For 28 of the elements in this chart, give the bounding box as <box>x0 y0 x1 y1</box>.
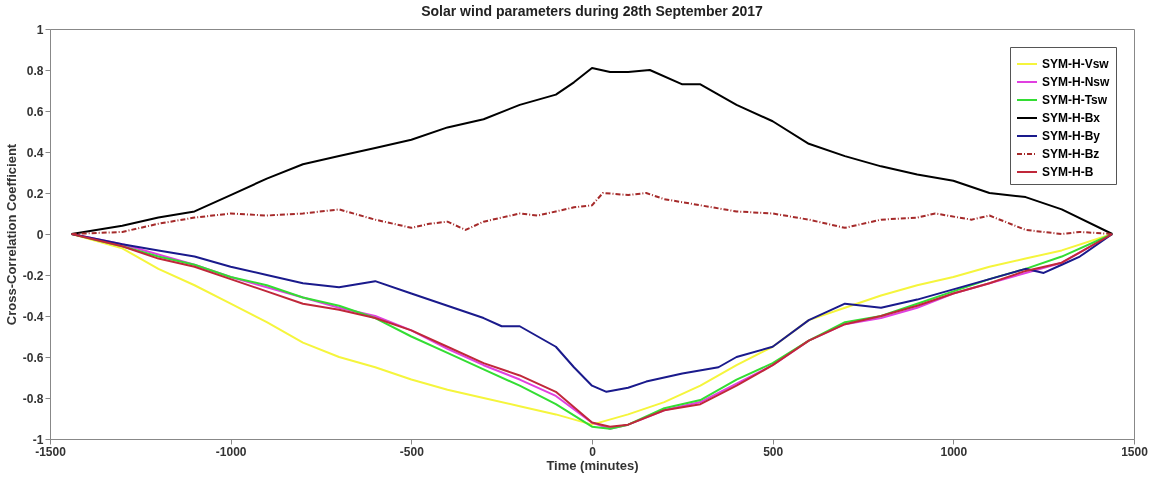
y-tick-label: -1 <box>32 432 44 447</box>
x-axis-title: Time (minutes) <box>546 457 639 473</box>
x-tick-label: 1000 <box>940 444 968 459</box>
x-tick-label: -1000 <box>215 444 247 459</box>
y-tick-label: 0.4 <box>26 145 44 160</box>
y-tick-label: 0.2 <box>26 186 44 201</box>
y-tick-label: 0 <box>36 227 44 242</box>
y-tick-label: 0.8 <box>26 63 44 78</box>
legend-label: SYM-H-Bx <box>1042 111 1101 125</box>
legend-label: SYM-H-By <box>1042 129 1101 143</box>
y-tick-label: 0.6 <box>26 104 44 119</box>
y-tick-label: 1 <box>36 22 44 37</box>
y-tick-label: -0.2 <box>22 268 44 283</box>
x-tick-label: 500 <box>763 444 784 459</box>
y-tick-label: -0.8 <box>22 391 44 406</box>
chart-title: Solar wind parameters during 28th September 2017 <box>421 3 763 19</box>
y-tick-label: -0.6 <box>22 350 44 365</box>
legend-label: SYM-H-B <box>1042 165 1094 179</box>
legend-label: SYM-H-Nsw <box>1042 75 1110 89</box>
x-tick-label: 0 <box>589 444 597 459</box>
y-axis-title: Cross-Correlation Coefficient <box>3 143 19 326</box>
x-tick-label: 1500 <box>1121 444 1149 459</box>
y-tick-label: -0.4 <box>22 309 44 324</box>
x-tick-label: -500 <box>399 444 425 459</box>
legend-label: SYM-H-Tsw <box>1042 93 1108 107</box>
legend-label: SYM-H-Bz <box>1042 147 1100 161</box>
x-tick-label: -1500 <box>35 444 67 459</box>
legend-label: SYM-H-Vsw <box>1042 57 1110 71</box>
